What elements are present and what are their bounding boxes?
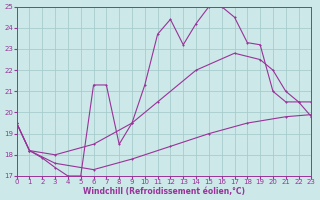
X-axis label: Windchill (Refroidissement éolien,°C): Windchill (Refroidissement éolien,°C) bbox=[83, 187, 245, 196]
